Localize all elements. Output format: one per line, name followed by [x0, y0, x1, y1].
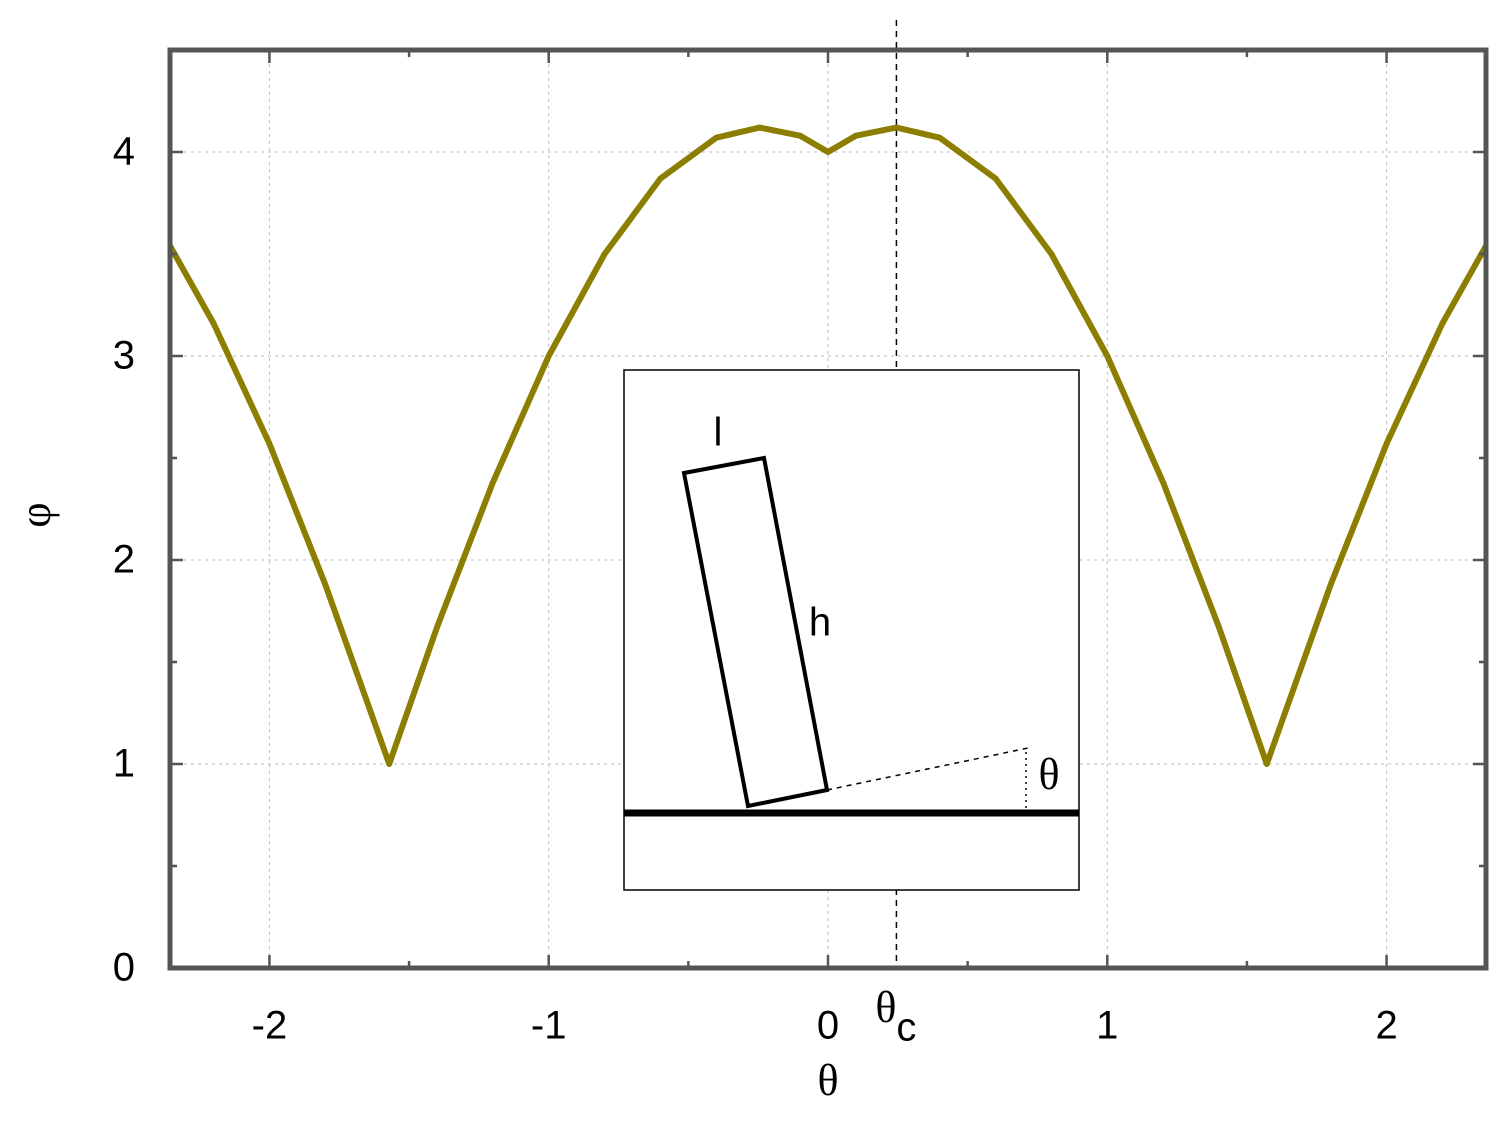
height-label: h	[809, 601, 831, 645]
x-tick-label: -2	[252, 1004, 288, 1048]
y-tick-label: 0	[113, 946, 135, 990]
x-tick-label: 1	[1096, 1004, 1118, 1048]
inset-frame	[623, 369, 1080, 891]
inset-diagram: l h θ	[623, 369, 1080, 891]
x-axis-label: θ	[817, 1056, 838, 1105]
critical-angle-label: θ	[875, 983, 896, 1032]
x-tick-label: 0	[817, 1004, 839, 1048]
tilt-line	[826, 747, 1029, 791]
data-line	[167, 124, 1489, 767]
angle-label: θ	[1038, 750, 1059, 799]
width-label: l	[714, 411, 723, 455]
x-tick-label: -1	[531, 1004, 567, 1048]
plot-frame	[167, 47, 1489, 971]
y-tick-label: 3	[113, 334, 135, 378]
x-tick-label: 2	[1375, 1004, 1397, 1048]
critical-angle-subscript: c	[896, 1006, 916, 1050]
y-axis-label: φ	[11, 502, 60, 527]
y-tick-label: 2	[113, 538, 135, 582]
y-tick-label: 1	[113, 742, 135, 786]
y-tick-label: 4	[113, 130, 135, 174]
